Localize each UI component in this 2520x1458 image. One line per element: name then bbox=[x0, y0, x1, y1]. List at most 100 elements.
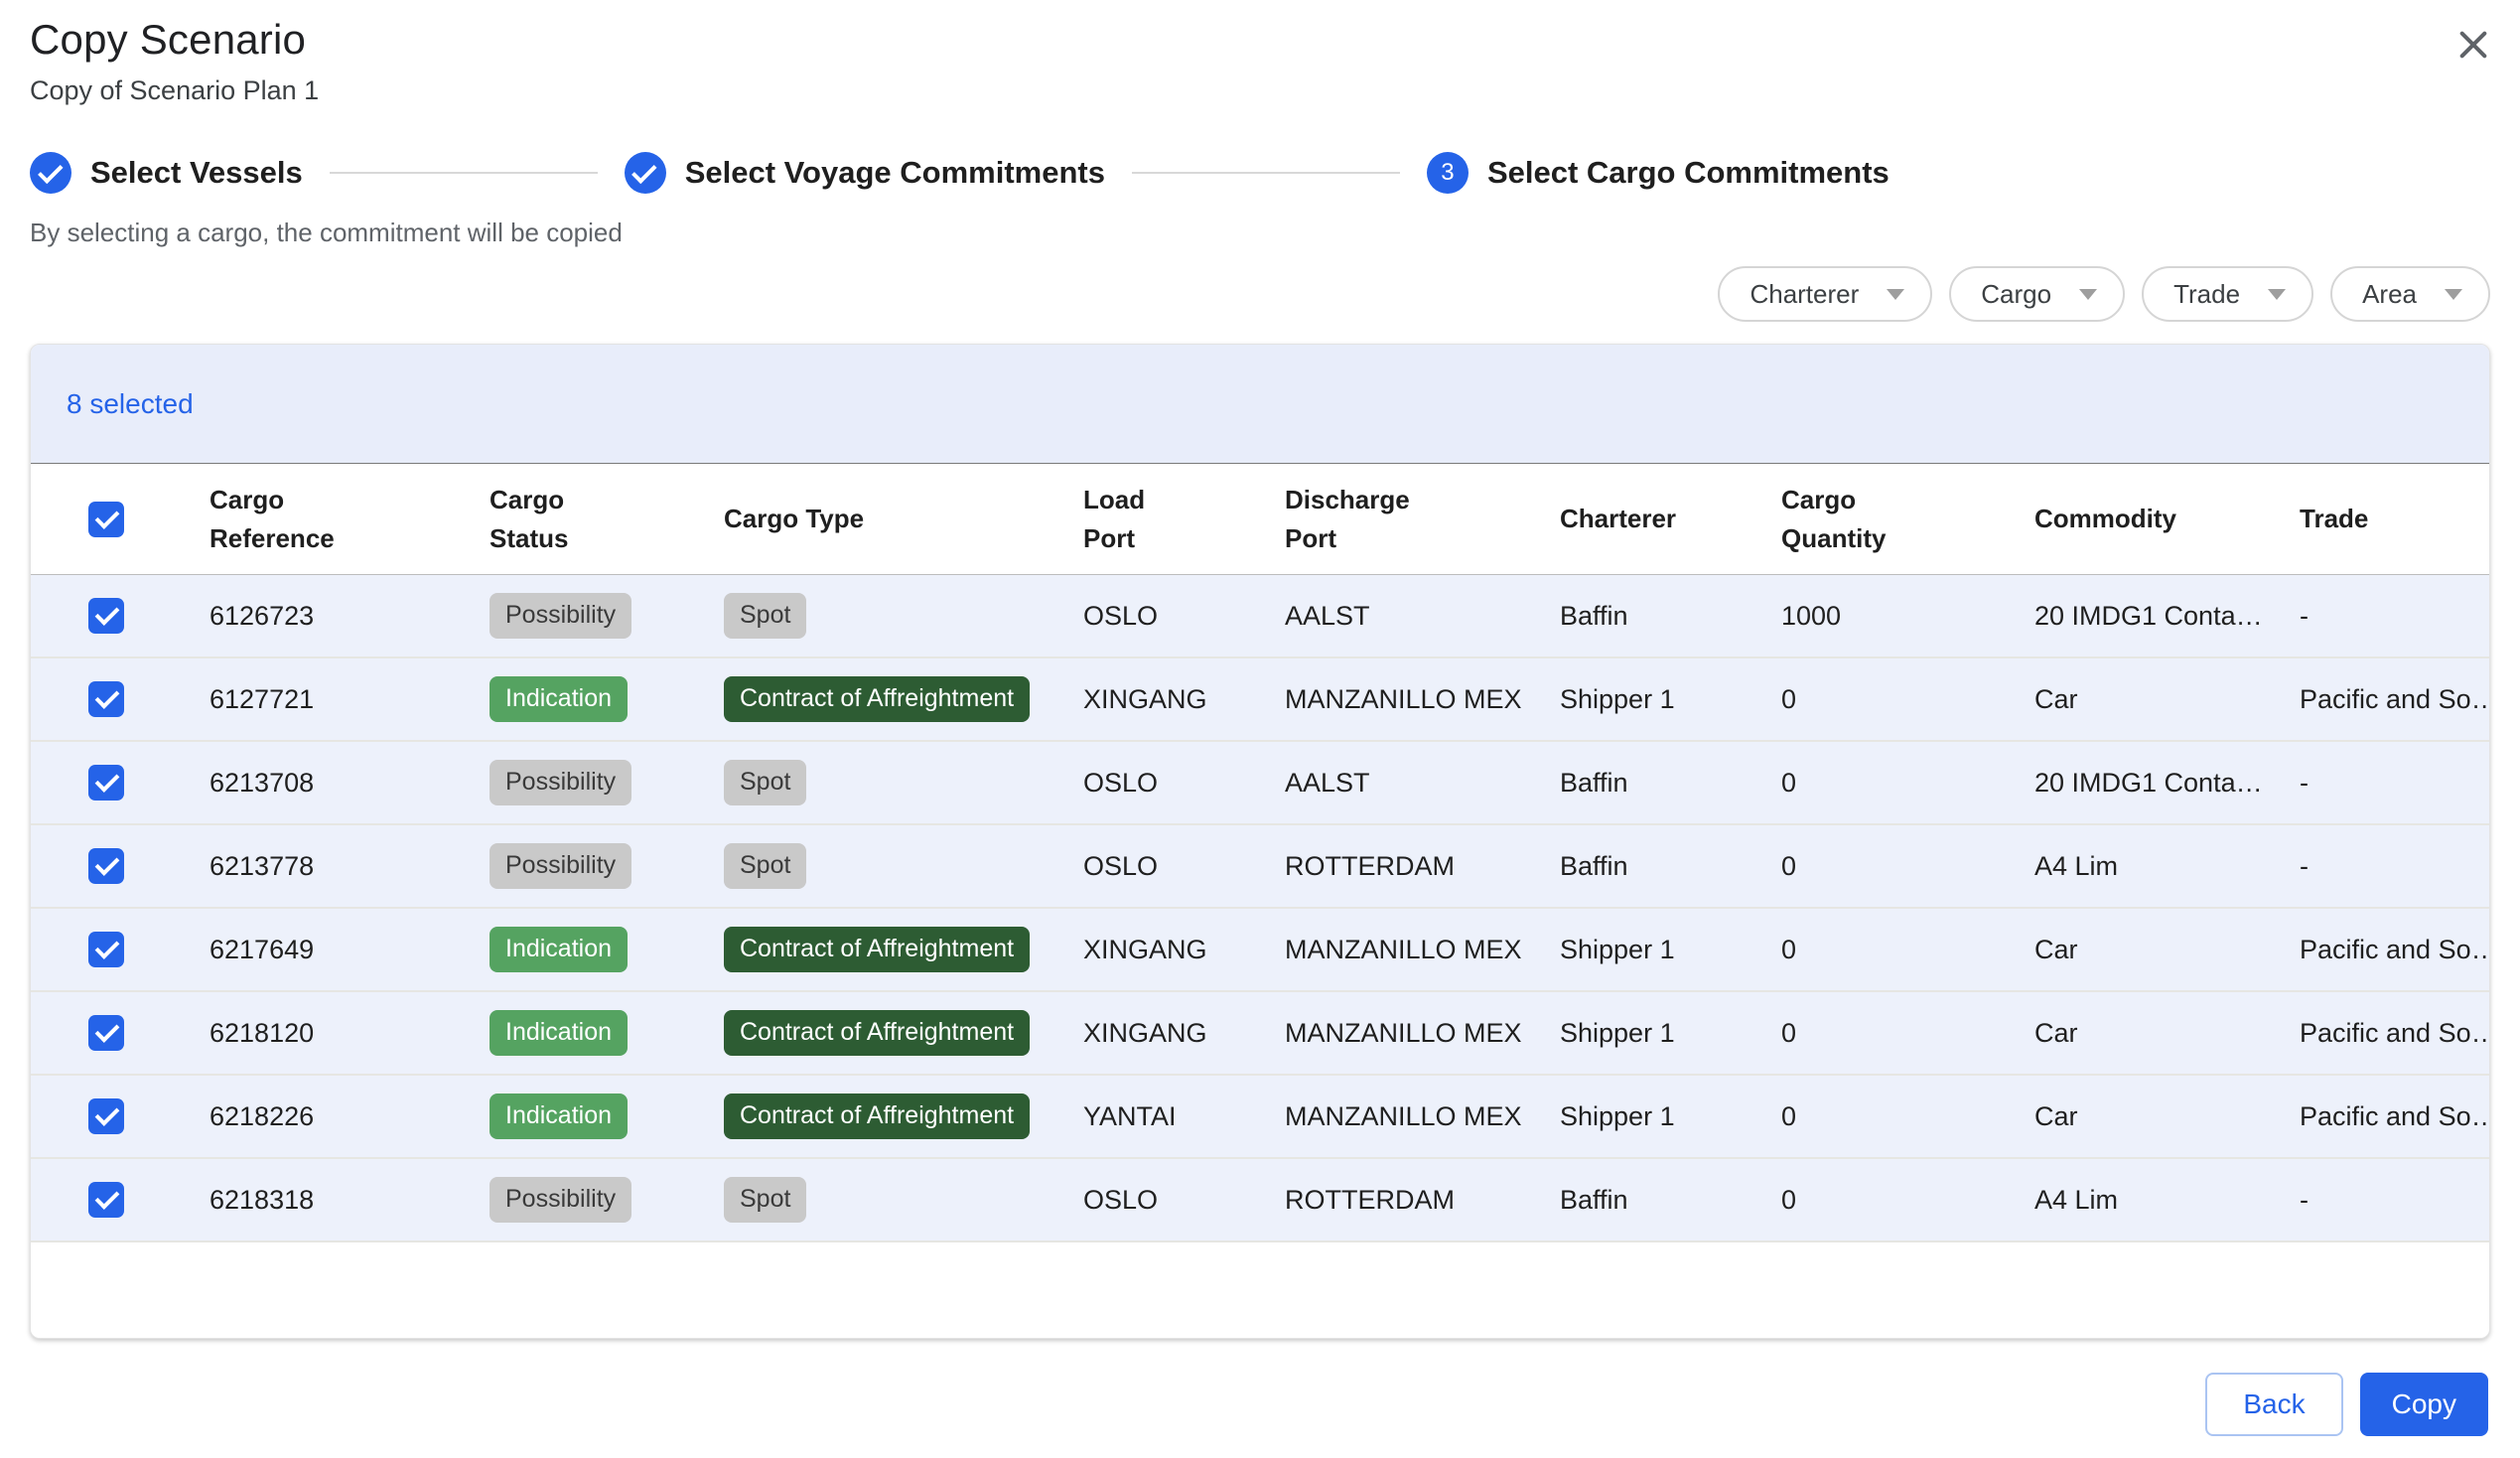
cell-discharge_port: AALST bbox=[1255, 601, 1530, 632]
cell-cargo_type: Contract of Affreightment bbox=[694, 676, 1053, 721]
cell-load_port: OSLO bbox=[1053, 768, 1255, 799]
cell-charterer: Baffin bbox=[1530, 768, 1751, 799]
table-header-row: Cargo ReferenceCargo StatusCargo TypeLoa… bbox=[31, 464, 2489, 575]
cell-cargo_reference: 6126723 bbox=[180, 601, 460, 632]
cell-load_port: OSLO bbox=[1053, 851, 1255, 882]
filter-area-dropdown[interactable]: Area bbox=[2330, 266, 2490, 322]
table-row[interactable]: 6218120IndicationContract of Affreightme… bbox=[31, 992, 2489, 1076]
cell-cargo_type: Spot bbox=[694, 760, 1053, 804]
cell-cargo_quantity: 0 bbox=[1751, 1101, 2005, 1132]
cell-cargo_reference: 6217649 bbox=[180, 935, 460, 965]
cargo_type-badge: Spot bbox=[724, 593, 806, 638]
filter-bar: Charterer Cargo Trade Area bbox=[30, 266, 2490, 322]
cargo-commitments-table: 8 selected Cargo ReferenceCargo StatusCa… bbox=[30, 344, 2490, 1339]
cargo_status-badge: Indication bbox=[490, 1094, 628, 1138]
row-checkbox[interactable] bbox=[88, 598, 124, 634]
selection-hint: By selecting a cargo, the commitment wil… bbox=[30, 218, 2490, 248]
filter-cargo-dropdown[interactable]: Cargo bbox=[1949, 266, 2125, 322]
cell-cargo_status: Possibility bbox=[460, 1177, 694, 1222]
step-connector-line bbox=[1132, 172, 1400, 174]
table-row[interactable]: 6127721IndicationContract of Affreightme… bbox=[31, 658, 2489, 742]
cell-commodity: Car bbox=[2005, 935, 2270, 965]
cargo_status-badge: Possibility bbox=[490, 593, 631, 638]
table-row[interactable]: 6218318PossibilitySpotOSLOROTTERDAMBaffi… bbox=[31, 1159, 2489, 1242]
column-header-commodity: Commodity bbox=[2005, 500, 2270, 538]
cell-cargo_status: Indication bbox=[460, 927, 694, 971]
chevron-down-icon bbox=[1887, 289, 1904, 300]
row-checkbox[interactable] bbox=[88, 932, 124, 967]
row-checkbox[interactable] bbox=[88, 1182, 124, 1218]
cell-charterer: Shipper 1 bbox=[1530, 684, 1751, 715]
cargo_type-badge: Spot bbox=[724, 760, 806, 804]
chevron-down-icon bbox=[2445, 289, 2462, 300]
filter-label: Charterer bbox=[1750, 279, 1859, 310]
close-icon[interactable] bbox=[2454, 26, 2492, 64]
cargo_type-badge: Contract of Affreightment bbox=[724, 927, 1030, 971]
cell-discharge_port: ROTTERDAM bbox=[1255, 1185, 1530, 1216]
stepper: Select Vessels Select Voyage Commitments 3… bbox=[30, 152, 2490, 194]
row-checkbox[interactable] bbox=[88, 848, 124, 884]
column-header-cargo_quantity: Cargo Quantity bbox=[1751, 481, 2005, 558]
filter-charterer-dropdown[interactable]: Charterer bbox=[1718, 266, 1932, 322]
step-number: 3 bbox=[1441, 159, 1454, 187]
row-checkbox[interactable] bbox=[88, 1015, 124, 1051]
cell-discharge_port: MANZANILLO MEX bbox=[1255, 1101, 1530, 1132]
table-row[interactable]: 6213708 Possibility Spot OSLOAALSTBaffin020… bbox=[31, 742, 2489, 825]
select-all-checkbox[interactable] bbox=[88, 502, 124, 537]
row-checkbox[interactable] bbox=[88, 765, 124, 801]
table-footer-spacer bbox=[31, 1242, 2489, 1338]
step-label: Select Cargo Commitments bbox=[1487, 155, 1890, 191]
table-row[interactable]: 6126723PossibilitySpotOSLOAALSTBaffin100… bbox=[31, 575, 2489, 658]
cell-cargo_quantity: 0 bbox=[1751, 1018, 2005, 1049]
back-button[interactable]: Back bbox=[2205, 1373, 2342, 1436]
step-1[interactable]: Select Vessels bbox=[30, 152, 303, 194]
cell-commodity: Car bbox=[2005, 1018, 2270, 1049]
cell-commodity: 20 IMDG1 Conta… bbox=[2005, 768, 2270, 799]
column-header-cargo_type: Cargo Type bbox=[694, 500, 1053, 538]
cargo_type-badge: Contract of Affreightment bbox=[724, 1094, 1030, 1138]
cell-trade: Pacific and So… bbox=[2270, 1101, 2489, 1132]
cell-cargo_type: Contract of Affreightment bbox=[694, 927, 1053, 971]
copy-button[interactable]: Copy bbox=[2360, 1373, 2488, 1436]
cell-cargo_status: Indication bbox=[460, 1010, 694, 1055]
cell-commodity: A4 Lim bbox=[2005, 1185, 2270, 1216]
table-row[interactable]: 6217649 Indication Contract of Affreightme… bbox=[31, 909, 2489, 992]
cell-trade: Pacific and So… bbox=[2270, 935, 2489, 965]
cell-load_port: XINGANG bbox=[1053, 1018, 1255, 1049]
step-label: Select Voyage Commitments bbox=[685, 155, 1105, 191]
copy-scenario-dialog: Copy Scenario Copy of Scenario Plan 1 Se… bbox=[0, 0, 2520, 1458]
row-checkbox[interactable] bbox=[88, 1098, 124, 1134]
cell-cargo_quantity: 0 bbox=[1751, 768, 2005, 799]
chevron-down-icon bbox=[2079, 289, 2097, 300]
cell-cargo_reference: 6218120 bbox=[180, 1018, 460, 1049]
column-header-charterer: Charterer bbox=[1530, 500, 1751, 538]
cell-trade: - bbox=[2270, 1185, 2489, 1216]
cell-charterer: Shipper 1 bbox=[1530, 935, 1751, 965]
step-2[interactable]: Select Voyage Commitments bbox=[625, 152, 1105, 194]
cell-load_port: YANTAI bbox=[1053, 1101, 1255, 1132]
cargo_status-badge: Possibility bbox=[490, 1177, 631, 1222]
cell-load_port: XINGANG bbox=[1053, 935, 1255, 965]
cell-cargo_type: Contract of Affreightment bbox=[694, 1010, 1053, 1055]
step-completed-check-icon bbox=[625, 152, 666, 194]
cell-discharge_port: AALST bbox=[1255, 768, 1530, 799]
chevron-down-icon bbox=[2268, 289, 2286, 300]
cell-cargo_reference: 6213708 bbox=[180, 768, 460, 799]
table-row[interactable]: 6218226IndicationContract of Affreightme… bbox=[31, 1076, 2489, 1159]
row-checkbox[interactable] bbox=[88, 681, 124, 717]
cell-trade: - bbox=[2270, 851, 2489, 882]
cell-cargo_type: Spot bbox=[694, 593, 1053, 638]
cargo_status-badge: Indication bbox=[490, 927, 628, 971]
cell-cargo_quantity: 0 bbox=[1751, 684, 2005, 715]
table-row[interactable]: 6213778PossibilitySpotOSLOROTTERDAMBaffi… bbox=[31, 825, 2489, 909]
cell-discharge_port: MANZANILLO MEX bbox=[1255, 1018, 1530, 1049]
cargo_status-badge: Possibility bbox=[490, 760, 631, 804]
cell-cargo_status: Indication bbox=[460, 1094, 694, 1138]
cell-cargo_type: Contract of Affreightment bbox=[694, 1094, 1053, 1138]
step-3[interactable]: 3 Select Cargo Commitments bbox=[1427, 152, 1890, 194]
cell-cargo_quantity: 1000 bbox=[1751, 601, 2005, 632]
cell-load_port: OSLO bbox=[1053, 601, 1255, 632]
cell-charterer: Baffin bbox=[1530, 851, 1751, 882]
cell-trade: - bbox=[2270, 768, 2489, 799]
filter-trade-dropdown[interactable]: Trade bbox=[2142, 266, 2313, 322]
